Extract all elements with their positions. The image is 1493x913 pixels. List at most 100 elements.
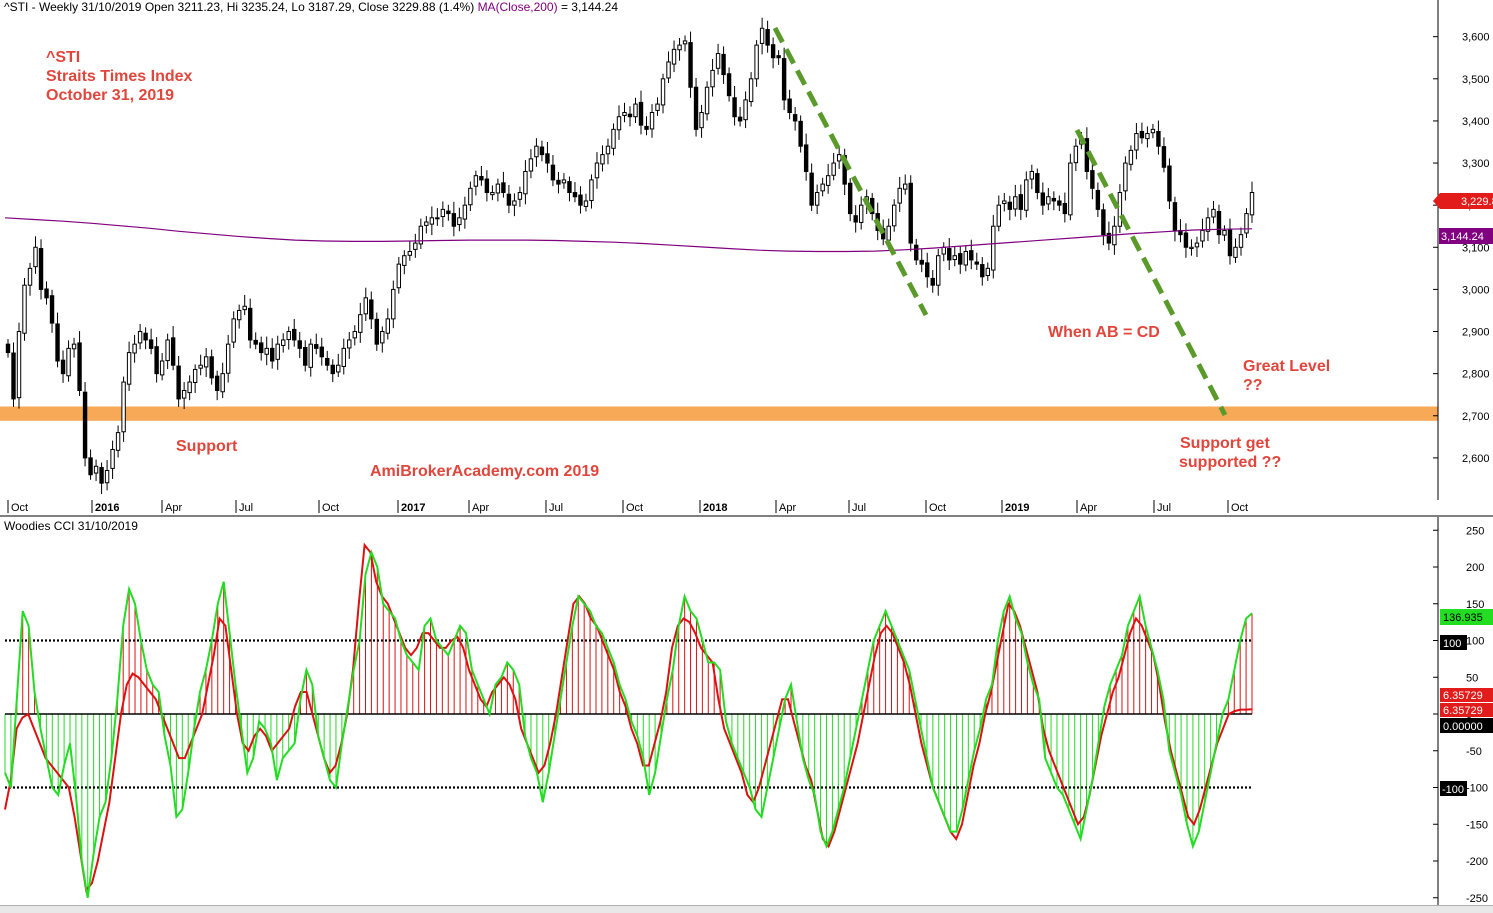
ma-value-tag: 3,144.24 bbox=[1439, 228, 1493, 244]
candle-up bbox=[671, 48, 677, 65]
candle-up bbox=[336, 364, 341, 373]
candle-up bbox=[704, 86, 710, 115]
candle-up bbox=[710, 69, 715, 88]
x-tick-label: Jul bbox=[239, 502, 253, 514]
candle-up bbox=[754, 44, 759, 80]
candle-up bbox=[490, 192, 495, 196]
candle-down bbox=[1090, 170, 1095, 189]
candle-down bbox=[1106, 232, 1112, 244]
candle-up bbox=[1233, 246, 1238, 258]
candle-up bbox=[363, 297, 368, 315]
price-y-tick-label: 2,900 bbox=[1462, 327, 1490, 339]
candle-down bbox=[303, 347, 308, 366]
candle-up bbox=[1073, 145, 1079, 164]
trendline-cd bbox=[1074, 128, 1228, 417]
cci-histogram bbox=[4, 552, 1253, 898]
candle-up bbox=[391, 288, 396, 320]
price-y-tick-label: 2,700 bbox=[1462, 411, 1490, 423]
candle-up bbox=[413, 242, 418, 250]
candle-up bbox=[1068, 162, 1073, 216]
candle-down bbox=[721, 53, 726, 76]
candle-down bbox=[1051, 197, 1057, 202]
candle-up bbox=[242, 305, 247, 311]
cci-y-tick-label: -50 bbox=[1466, 746, 1482, 758]
candle-up bbox=[517, 192, 523, 200]
candle-down bbox=[969, 250, 974, 261]
x-tick-label: Apr bbox=[472, 502, 489, 514]
candle-down bbox=[781, 58, 787, 101]
candle-down bbox=[247, 307, 253, 341]
cci-y-tick-label: 250 bbox=[1466, 525, 1484, 537]
candle-up bbox=[936, 255, 941, 286]
candle-down bbox=[1007, 201, 1013, 210]
candle-down bbox=[1183, 232, 1189, 248]
candle-up bbox=[385, 318, 391, 334]
candle-up bbox=[121, 381, 126, 433]
candle-down bbox=[567, 181, 572, 194]
candle-up bbox=[1238, 234, 1244, 248]
cci-100-value: 100 bbox=[1443, 638, 1461, 650]
candle-down bbox=[270, 347, 275, 362]
candle-up bbox=[352, 331, 357, 339]
candle-up bbox=[1046, 196, 1051, 205]
annotation-name: Straits Times Index bbox=[46, 68, 193, 85]
candle-down bbox=[484, 178, 490, 194]
x-tick-label: Oct bbox=[626, 502, 643, 514]
candle-up bbox=[699, 112, 704, 129]
candle-up bbox=[236, 309, 242, 321]
candle-up bbox=[429, 217, 435, 225]
candle-up bbox=[759, 27, 765, 44]
candle-up bbox=[649, 112, 655, 130]
chart-header: ^STI - Weekly 31/10/2019 Open 3211.23, H… bbox=[4, 0, 618, 14]
sheet-tabs-bar[interactable] bbox=[0, 905, 1493, 913]
x-tick-label: 2019 bbox=[1005, 502, 1029, 514]
candle-up bbox=[1189, 246, 1194, 250]
candle-down bbox=[88, 457, 93, 476]
x-tick-label: Apr bbox=[165, 502, 182, 514]
candle-up bbox=[1013, 196, 1018, 210]
candle-down bbox=[925, 262, 930, 278]
last-close-tag: 3,229.88 bbox=[1433, 193, 1493, 209]
candle-down bbox=[170, 337, 176, 366]
price-y-tick-label: 3,600 bbox=[1462, 32, 1490, 44]
candle-down bbox=[1227, 228, 1233, 257]
candle-up bbox=[358, 314, 363, 333]
candle-up bbox=[424, 221, 429, 226]
x-tick-label: Oct bbox=[11, 502, 28, 514]
candle-up bbox=[1002, 200, 1007, 204]
annotation-support-get: Support get bbox=[1180, 435, 1270, 452]
candle-down bbox=[1035, 173, 1040, 194]
candle-down bbox=[82, 391, 88, 459]
cci-y-tick-label: 150 bbox=[1466, 599, 1484, 611]
candle-up bbox=[589, 179, 594, 202]
candle-down bbox=[693, 86, 699, 130]
candle-up bbox=[1128, 149, 1134, 165]
candle-up bbox=[435, 217, 440, 220]
candle-up bbox=[561, 179, 567, 184]
candle-up bbox=[71, 343, 77, 350]
candle-down bbox=[1161, 146, 1167, 168]
candle-up bbox=[231, 318, 236, 343]
candle-up bbox=[1205, 217, 1211, 232]
candle-up bbox=[281, 339, 286, 346]
candle-up bbox=[1200, 229, 1205, 242]
candle-up bbox=[1222, 229, 1227, 236]
candle-down bbox=[446, 210, 451, 215]
candle-down bbox=[1216, 210, 1222, 236]
candles bbox=[5, 17, 1255, 495]
candle-up bbox=[1117, 192, 1123, 227]
annotation-support: Support bbox=[176, 438, 238, 455]
candle-down bbox=[148, 339, 154, 349]
candle-down bbox=[1156, 130, 1161, 147]
cci-0-value: 0.00000 bbox=[1443, 721, 1483, 733]
header-symbol: ^STI - Weekly 31/10/2019 bbox=[4, 0, 142, 14]
candle-up bbox=[886, 225, 891, 241]
x-tick-label: Jul bbox=[549, 502, 563, 514]
candle-up bbox=[126, 352, 132, 385]
candle-up bbox=[115, 432, 121, 451]
candle-up bbox=[534, 145, 539, 158]
x-tick-label: Jul bbox=[1157, 502, 1171, 514]
cci-fast-line bbox=[4, 549, 1253, 898]
candle-down bbox=[980, 264, 985, 278]
candle-up bbox=[677, 44, 682, 51]
